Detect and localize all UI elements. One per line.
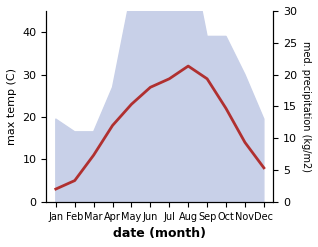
Y-axis label: med. precipitation (kg/m2): med. precipitation (kg/m2) — [301, 41, 311, 172]
Y-axis label: max temp (C): max temp (C) — [7, 68, 17, 145]
X-axis label: date (month): date (month) — [113, 227, 206, 240]
